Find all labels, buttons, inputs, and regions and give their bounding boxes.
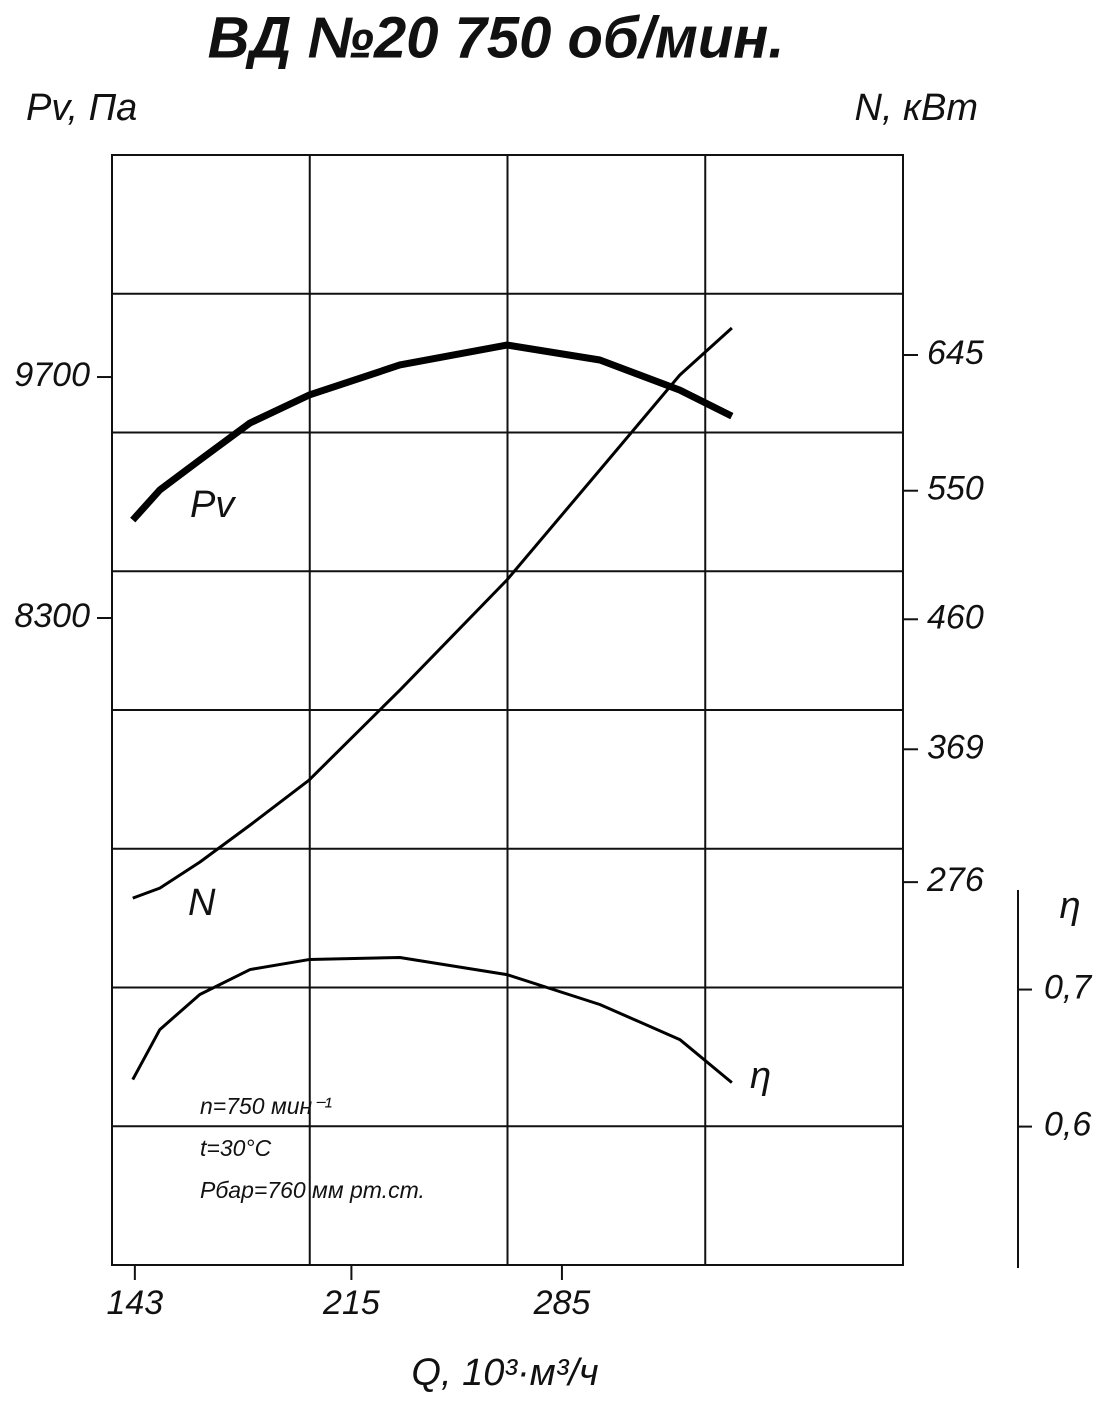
x-tick-label: 143 (106, 1284, 163, 1322)
series-line (132, 326, 733, 900)
y-axis-title: Pv, Па (26, 87, 137, 129)
y-tick-label: 8300 (14, 597, 90, 635)
x-tick-label: 285 (533, 1284, 591, 1322)
y-tick-label: 9700 (14, 356, 90, 394)
y2-tick-label: 550 (927, 470, 984, 508)
y3-tick-label: 0,7 (1044, 969, 1092, 1007)
y2-tick-label: 460 (927, 598, 984, 636)
x-axis-title: Q, 10³·м³/ч (411, 1352, 598, 1394)
y2-tick-label: 369 (927, 728, 984, 766)
y2-tick-label: 645 (927, 334, 984, 372)
annotation: n=750 мин⁻¹ (200, 1093, 332, 1119)
series-line (130, 341, 734, 523)
series-label: η (750, 1055, 771, 1097)
y3-tick-label: 0,6 (1044, 1106, 1091, 1144)
series-label: Pv (190, 484, 236, 526)
y3-axis-title: η (1059, 885, 1080, 927)
series-label: N (188, 882, 216, 924)
y2-axis-title: N, кВт (855, 87, 979, 129)
x-tick-label: 215 (322, 1284, 380, 1322)
series-line (131, 955, 733, 1084)
annotation: t=30°С (200, 1135, 272, 1161)
y2-tick-label: 276 (926, 861, 984, 899)
chart-title: ВД №20 750 об/мин. (208, 5, 785, 70)
annotation: Рбар=760 мм рт.ст. (200, 1177, 425, 1203)
